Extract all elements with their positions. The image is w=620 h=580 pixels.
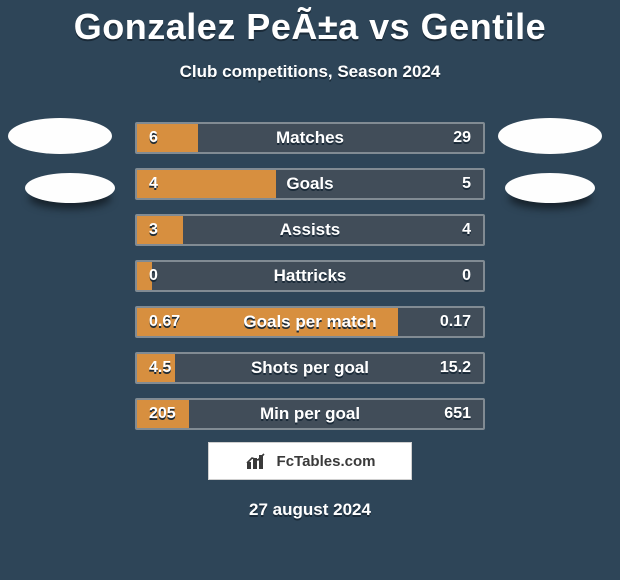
player-avatar-left xyxy=(8,118,112,154)
stat-row: Goals per match 0.67 0.17 xyxy=(135,306,485,338)
attribution-box: FcTables.com xyxy=(208,442,412,480)
stat-value-left: 0.67 xyxy=(149,313,180,331)
stat-value-left: 4.5 xyxy=(149,359,171,377)
stat-label: Assists xyxy=(280,220,340,240)
player-avatar-right xyxy=(505,173,595,203)
stat-value-left: 3 xyxy=(149,221,158,239)
player-avatar-left xyxy=(25,173,115,203)
comparison-chart: Gonzalez PeÃ±a vs Gentile Club competiti… xyxy=(0,0,620,580)
stat-value-left: 205 xyxy=(149,405,176,423)
stat-value-right: 5 xyxy=(462,175,471,193)
stat-label: Shots per goal xyxy=(251,358,369,378)
subtitle: Club competitions, Season 2024 xyxy=(0,62,620,82)
stat-value-right: 15.2 xyxy=(440,359,471,377)
stat-row: Min per goal 205 651 xyxy=(135,398,485,430)
stat-label: Min per goal xyxy=(260,404,360,424)
stat-value-left: 0 xyxy=(149,267,158,285)
stat-label: Goals per match xyxy=(243,312,376,332)
attribution-text: FcTables.com xyxy=(277,453,376,470)
page-title: Gonzalez PeÃ±a vs Gentile xyxy=(0,6,620,48)
stat-bar-left xyxy=(137,124,198,152)
player-avatar-right xyxy=(498,118,602,154)
date: 27 august 2024 xyxy=(0,500,620,520)
stat-value-right: 651 xyxy=(444,405,471,423)
stat-rows: Matches 6 29 Goals 4 5 Assists 3 4 Hattricks 0 0 Goa… xyxy=(135,122,485,430)
stat-value-right: 0 xyxy=(462,267,471,285)
stat-label: Hattricks xyxy=(274,266,347,286)
stat-label: Matches xyxy=(276,128,344,148)
stat-row: Goals 4 5 xyxy=(135,168,485,200)
stat-row: Assists 3 4 xyxy=(135,214,485,246)
stat-value-right: 0.17 xyxy=(440,313,471,331)
stat-value-left: 6 xyxy=(149,129,158,147)
stat-row: Shots per goal 4.5 15.2 xyxy=(135,352,485,384)
stat-value-right: 29 xyxy=(453,129,471,147)
stat-value-left: 4 xyxy=(149,175,158,193)
stat-value-right: 4 xyxy=(462,221,471,239)
chart-icon xyxy=(245,452,271,470)
stat-label: Goals xyxy=(286,174,333,194)
stat-row: Matches 6 29 xyxy=(135,122,485,154)
stat-row: Hattricks 0 0 xyxy=(135,260,485,292)
stat-bar-left xyxy=(137,216,183,244)
attribution: FcTables.com xyxy=(208,442,412,480)
